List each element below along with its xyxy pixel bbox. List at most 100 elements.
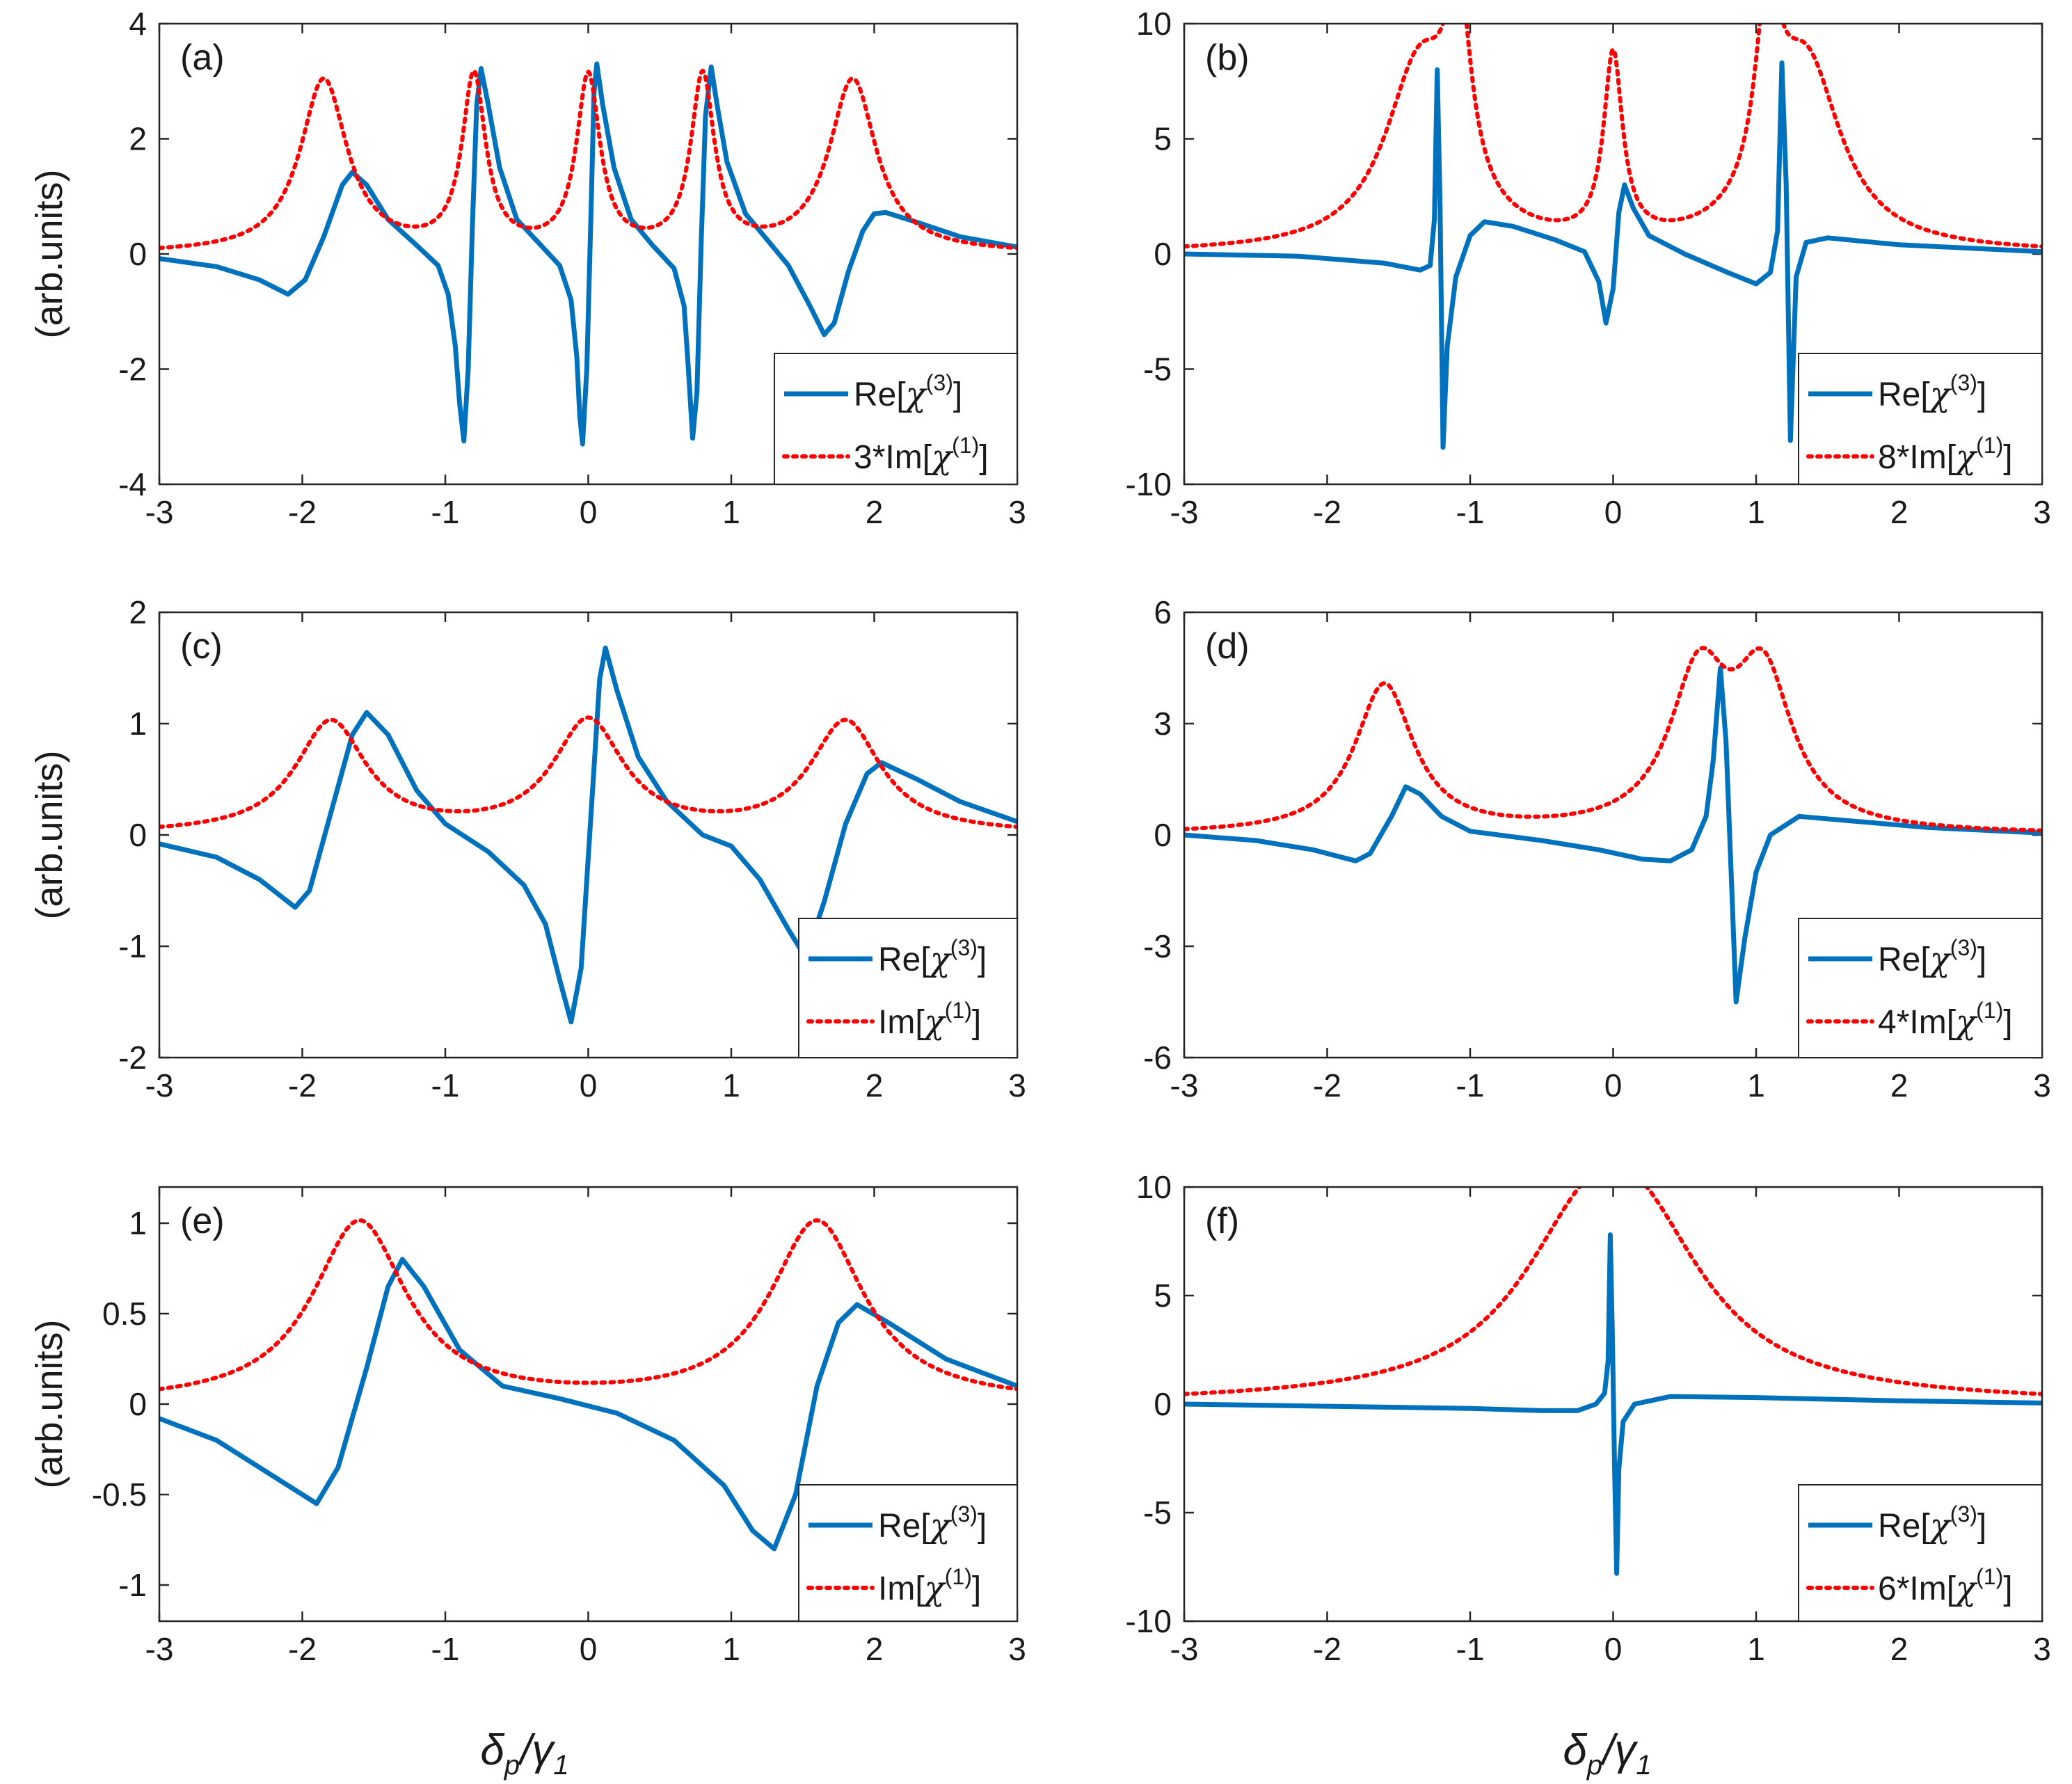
legend-entry: 3*Im[χ(1)] [854, 433, 989, 477]
x-tick-label: -2 [288, 1067, 317, 1104]
x-tick-label: -2 [288, 1631, 317, 1667]
y-tick-label: -5 [1143, 351, 1172, 388]
legend: Re[χ(3)] 3*Im[χ(1)] [774, 353, 1018, 485]
legend-entry: Re[χ(3)] [854, 370, 962, 414]
legend-chi: χ [1928, 940, 1952, 979]
legend-entry: Re[χ(3)] [878, 1502, 987, 1545]
x-axis-label-right: δp/γ1 [1563, 1726, 1651, 1781]
x-tick-label: 1 [1747, 494, 1765, 530]
y-tick-label: 0 [1154, 236, 1172, 272]
legend-chi: χ [923, 1003, 947, 1042]
legend-chi: χ [923, 1569, 947, 1608]
x-tick-label: -3 [1170, 1631, 1199, 1667]
legend-superscript: (3) [1950, 1502, 1977, 1527]
re-chi3-line [159, 61, 1017, 447]
im-chi1-line [1184, 646, 2042, 833]
legend-box [798, 1484, 1018, 1622]
im-chi1-line [1184, 24, 2042, 249]
x-tick-label: 1 [1747, 1067, 1765, 1104]
legend-superscript: (1) [1976, 433, 2003, 458]
x-tick-label: 0 [1604, 1631, 1623, 1667]
x-tick-label: -1 [1456, 494, 1485, 530]
x-tick-label: 3 [1008, 494, 1026, 530]
y-axis-label: (arb.units) [29, 169, 70, 338]
legend-close: ] [2003, 1570, 2012, 1607]
legend-text: Re[ [1878, 1508, 1930, 1545]
y-tick-label: 5 [1154, 1277, 1172, 1314]
y-tick-label: 0 [1154, 1386, 1172, 1422]
x-label-sub2: 1 [553, 1750, 568, 1781]
legend-close: ] [1977, 941, 1986, 978]
x-tick-label: 0 [580, 1067, 598, 1104]
legend-entry: 4*Im[χ(1)] [1878, 998, 2013, 1042]
y-tick-label: 10 [1136, 6, 1172, 42]
legend: Re[χ(3)]Im[χ(1)] [798, 1484, 1018, 1622]
series-group [1184, 646, 2042, 1005]
x-tick-label: 1 [722, 1067, 740, 1104]
y-axis-label: (arb.units) [29, 1319, 70, 1488]
legend-close: ] [972, 1004, 981, 1041]
x-tick-label: 1 [722, 1631, 740, 1667]
legend-close: ] [2003, 1004, 2012, 1041]
x-label-sub1: p [1586, 1750, 1602, 1781]
legend-chi: χ [930, 438, 954, 477]
x-label-main: δ [1563, 1726, 1587, 1774]
y-tick-label: 0 [1154, 817, 1172, 853]
x-label-main: δ [480, 1726, 504, 1774]
panel-a: -3 -2 -1 0 1 2 3-4-2024(arb.units)(a)Re[χ(3)]3… [29, 6, 1026, 530]
x-label-mid: /γ [517, 1726, 555, 1774]
legend-box [1798, 1484, 2043, 1622]
legend-chi: χ [928, 1506, 953, 1545]
panels-group: -3 -2 -1 0 1 2 3-4-2024(arb.units)(a)Re[χ(3)]3… [29, 6, 2051, 1667]
y-tick-label: 0 [129, 236, 147, 272]
x-tick-label: 2 [866, 494, 884, 530]
y-tick-label: 0 [129, 1386, 147, 1422]
x-tick-label: 3 [2033, 1631, 2051, 1667]
x-tick-label: -1 [431, 1067, 460, 1104]
panel-label: (f) [1205, 1201, 1239, 1241]
im-chi1-line [1184, 1187, 2042, 1396]
legend-chi: χ [1928, 1506, 1952, 1545]
x-label-mid: /γ [1600, 1726, 1638, 1774]
x-tick-label: -2 [1313, 1631, 1341, 1667]
legend-box [774, 353, 1018, 485]
x-label-sub1: p [504, 1750, 520, 1781]
y-tick-label: -10 [1126, 466, 1172, 502]
x-tick-label: -2 [1313, 494, 1341, 530]
y-tick-label: 0.5 [102, 1296, 147, 1332]
legend-text: 8*Im[ [1878, 439, 1956, 476]
legend-superscript: (1) [1976, 1564, 2003, 1589]
legend-close: ] [953, 376, 962, 413]
x-tick-label: -3 [145, 1631, 174, 1667]
axes-frame [158, 22, 1019, 486]
panel-label: (b) [1205, 38, 1250, 78]
x-tick-label: -1 [431, 494, 460, 530]
x-tick-label: 2 [866, 1631, 884, 1667]
x-tick-label: 2 [1890, 1631, 1908, 1667]
x-tick-label: 0 [580, 1631, 598, 1667]
series-group [1184, 1187, 2042, 1576]
legend-text: Re[ [1878, 376, 1930, 413]
legend-chi: χ [1928, 375, 1952, 414]
legend-text: Re[ [1878, 941, 1930, 978]
panel-label: (a) [180, 38, 225, 78]
legend-superscript: (1) [1976, 998, 2003, 1023]
x-tick-label: 0 [580, 494, 598, 530]
y-tick-label: -4 [118, 466, 147, 502]
x-tick-label: 2 [866, 1067, 884, 1104]
y-tick-label: 10 [1136, 1169, 1172, 1205]
im-chi1-line [159, 1218, 1017, 1392]
x-tick-label: 1 [1747, 1631, 1765, 1667]
axes-frame [1183, 611, 2043, 1059]
x-tick-label: 3 [1008, 1067, 1026, 1104]
y-tick-label: 3 [1154, 706, 1172, 742]
re-chi3-line [1184, 60, 2042, 450]
legend-chi: χ [1954, 1003, 1978, 1042]
axes-frame [1183, 22, 2043, 486]
x-tick-label: 3 [2033, 1067, 2051, 1104]
legend-text: Re[ [878, 941, 930, 978]
im-chi1-line [159, 68, 1017, 250]
